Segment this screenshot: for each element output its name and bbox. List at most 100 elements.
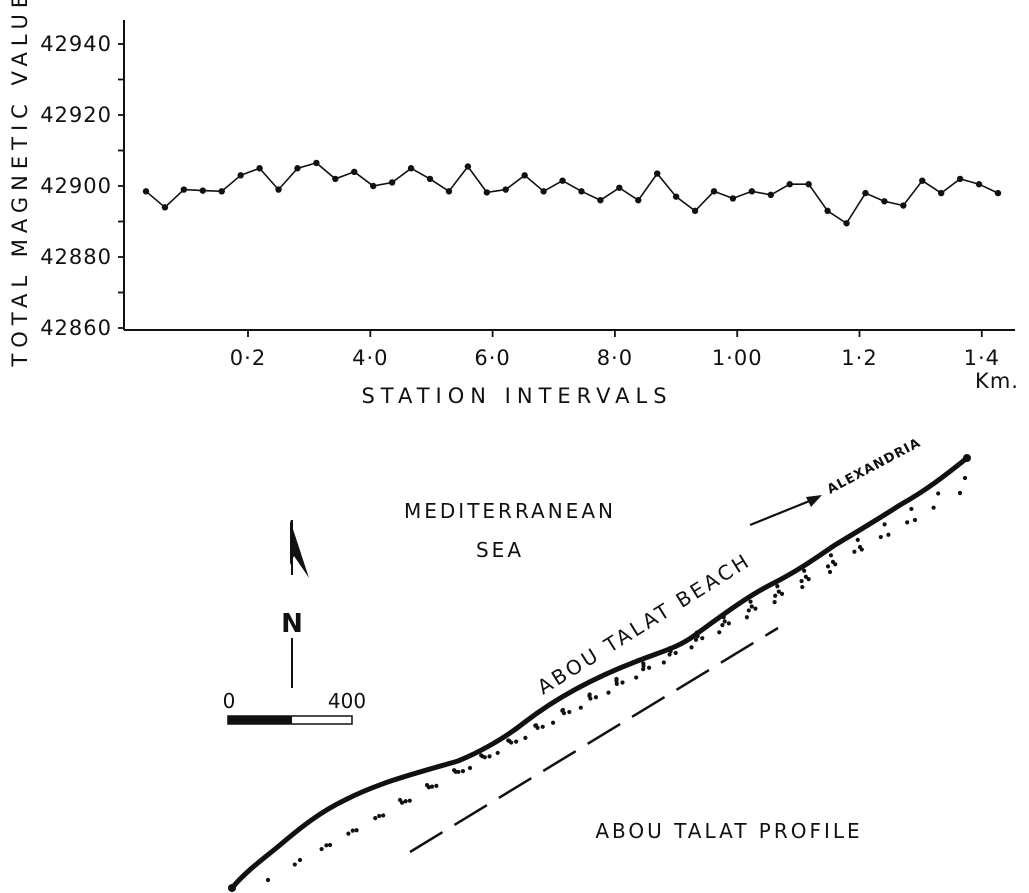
- sand-dot: [721, 615, 726, 620]
- data-point: [843, 220, 850, 227]
- alexandria-arrow-icon: [749, 495, 822, 527]
- sand-dot: [668, 649, 673, 654]
- data-point: [767, 191, 774, 199]
- sand-dot: [487, 754, 492, 759]
- sand-dot: [855, 537, 860, 542]
- x-tick-label: 1·4: [964, 346, 1000, 370]
- sand-dot: [641, 667, 646, 672]
- data-point: [294, 165, 301, 172]
- sand-dot: [800, 584, 805, 590]
- y-axis-tick-labels: 42860 42880 42900 42920 42940: [40, 32, 112, 340]
- sand-dot: [748, 599, 753, 604]
- data-point: [370, 182, 377, 190]
- data-point: [218, 188, 225, 195]
- sand-dot: [882, 522, 887, 527]
- data-point: [313, 159, 320, 167]
- sand-dot: [434, 783, 439, 789]
- data-point: [426, 175, 434, 183]
- x-tick-label: 1·00: [712, 346, 763, 370]
- sand-dot: [495, 750, 500, 756]
- series-line: [145, 162, 999, 225]
- data-point: [180, 186, 188, 193]
- sand-dot: [909, 506, 914, 512]
- sand-dot: [593, 695, 599, 700]
- coastline-end-dot: [963, 454, 971, 462]
- sand-dot: [479, 753, 484, 758]
- sand-dot: [606, 690, 611, 695]
- x-axis-unit: Km.: [975, 369, 1019, 393]
- y-axis-title: TOTAL MAGNETIC VALUES: [8, 0, 32, 368]
- sand-dot: [327, 842, 333, 848]
- data-point: [445, 188, 453, 195]
- sand-dot: [852, 549, 857, 554]
- data-point: [464, 163, 472, 170]
- data-point: [956, 175, 964, 183]
- sand-dot: [646, 665, 652, 670]
- sand-dot: [779, 591, 785, 596]
- x-tick-label: 8·0: [597, 346, 633, 370]
- sand-dot: [429, 784, 435, 789]
- sand-dot: [746, 608, 751, 613]
- data-point: [748, 188, 756, 195]
- sand-dot: [912, 517, 918, 523]
- data-point: [559, 177, 566, 184]
- sand-dot: [693, 637, 699, 642]
- y-tick-label: 42940: [40, 32, 112, 56]
- sand-dot: [620, 680, 625, 685]
- data-point: [710, 188, 718, 195]
- sand-dot: [749, 604, 754, 609]
- sand-dot: [324, 843, 329, 848]
- data-point: [521, 172, 528, 179]
- sand-dot: [700, 636, 705, 641]
- sand-dot: [830, 559, 836, 564]
- data-point: [256, 165, 263, 172]
- data-point: [975, 181, 983, 188]
- data-point: [237, 172, 244, 179]
- sand-dot: [397, 797, 403, 803]
- sand-dot: [377, 813, 382, 819]
- location-map: MEDITERRANEAN SEA ALEXANDRIA ABOU TALAT …: [223, 436, 971, 892]
- sand-dot: [482, 755, 487, 760]
- data-point: [161, 204, 169, 211]
- sand-dot: [772, 600, 777, 605]
- sand-dot: [407, 798, 412, 803]
- sand-dot: [828, 553, 834, 558]
- data-point: [805, 181, 812, 188]
- sand-dot: [773, 593, 778, 598]
- data-point: [862, 189, 869, 197]
- alexandria-label: ALEXANDRIA: [825, 436, 924, 498]
- data-point: [483, 189, 490, 196]
- sand-dot: [354, 828, 359, 833]
- sand-dot: [717, 630, 722, 635]
- data-point: [938, 189, 945, 197]
- sand-dot: [827, 569, 833, 575]
- sand-dot: [802, 568, 807, 573]
- sand-dot: [726, 621, 731, 626]
- y-tick-label: 42900: [40, 174, 112, 198]
- sand-dot: [587, 693, 592, 698]
- series-points: [142, 159, 1002, 227]
- data-point: [351, 168, 358, 175]
- sand-dot: [424, 783, 430, 788]
- sand-dot: [695, 634, 700, 639]
- sand-dot: [799, 578, 804, 584]
- sand-dot: [456, 769, 461, 775]
- data-point: [786, 181, 793, 188]
- sand-dot: [578, 705, 583, 710]
- inland-dashed-line: [409, 626, 779, 854]
- sea-label-line2: SEA: [476, 538, 524, 562]
- sand-dot: [265, 877, 271, 883]
- sand-dot: [319, 846, 324, 852]
- sand-dot: [452, 768, 457, 773]
- data-point: [900, 202, 907, 209]
- beach-sand-pattern: [265, 475, 968, 883]
- data-point: [578, 188, 585, 195]
- sand-dot: [722, 619, 727, 624]
- sand-dot: [506, 738, 511, 743]
- data-point: [407, 165, 415, 172]
- scale-bar: [227, 715, 353, 725]
- sea-label-line1: MEDITERRANEAN: [404, 499, 616, 523]
- data-point: [332, 175, 339, 183]
- north-label: N: [281, 609, 303, 639]
